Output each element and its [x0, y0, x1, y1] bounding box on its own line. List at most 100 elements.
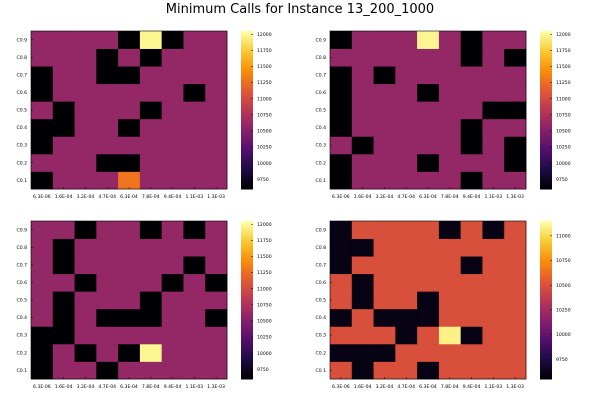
heatmap-cell: [139, 238, 163, 257]
colorbar-segment: [241, 100, 253, 103]
heatmap-cell: [373, 153, 396, 172]
heatmap-cell: [118, 31, 141, 49]
heatmap-cell: [438, 326, 462, 345]
colorbar-tick-label: 11000: [257, 96, 272, 102]
colorbar-segment: [241, 221, 253, 224]
heatmap-cell: [373, 273, 396, 292]
colorbar-segment: [241, 143, 253, 147]
x-tick-label: 1.3E-03: [506, 384, 524, 390]
colorbar-segment: [241, 242, 253, 246]
colorbar-segment: [540, 246, 552, 250]
colorbar-segment: [241, 282, 253, 285]
colorbar-segment: [241, 240, 253, 244]
colorbar-segment: [540, 123, 552, 127]
y-tick-label: C0.1: [315, 368, 326, 374]
colorbar-segment: [241, 175, 253, 178]
colorbar-segment: [540, 86, 552, 89]
y-tick-label: C0.5: [315, 298, 326, 304]
colorbar-segment: [241, 44, 253, 48]
heatmap-cell: [96, 31, 119, 49]
colorbar-segment: [241, 317, 253, 321]
colorbar-segment: [540, 222, 552, 226]
heatmap-cell: [139, 136, 163, 155]
x-tick-label: 6.3E-06: [332, 384, 350, 390]
heatmap-cell: [139, 221, 163, 239]
heatmap-cell: [504, 291, 527, 310]
heatmap-cell: [31, 101, 54, 120]
heatmap-cell: [417, 291, 440, 310]
heatmap-cell: [482, 308, 505, 327]
heatmap-cell: [31, 361, 54, 380]
heatmap-cell: [417, 171, 440, 190]
colorbar-segment: [540, 38, 552, 42]
colorbar-segment: [241, 335, 253, 339]
heatmap-cell: [183, 291, 206, 310]
heatmap-cell: [351, 238, 374, 257]
heatmap-cell: [438, 83, 462, 102]
heatmap-cell: [74, 291, 97, 310]
colorbar-segment: [540, 234, 552, 238]
colorbar-segment: [241, 82, 253, 85]
colorbar-segment: [241, 337, 253, 340]
colorbar-segment: [241, 98, 253, 101]
heatmap-cell: [504, 273, 527, 292]
heatmap-cell: [96, 101, 119, 120]
heatmap-cell: [74, 118, 97, 137]
colorbar-segment: [241, 305, 253, 309]
heatmap-cell: [74, 326, 97, 345]
heatmap-cell: [31, 48, 54, 67]
x-tick-label: 7.8E-04: [441, 194, 459, 200]
colorbar-segment: [540, 44, 552, 48]
heatmap-cell: [52, 118, 75, 137]
heatmap-cell: [395, 343, 418, 362]
colorbar-segment: [540, 307, 552, 311]
heatmap-cell: [183, 83, 206, 102]
colorbar-segment: [540, 80, 552, 83]
heatmap-cell: [52, 291, 75, 310]
heatmap-cell: [482, 171, 505, 190]
heatmap-cell: [482, 238, 505, 257]
colorbar-segment: [241, 313, 253, 317]
heatmap-cell: [52, 256, 75, 275]
heatmap-cell: [205, 238, 228, 257]
heatmap-cell: [52, 153, 75, 172]
colorbar-segment: [241, 36, 253, 40]
heatmap-cell: [74, 136, 97, 155]
colorbar-segment: [540, 290, 552, 293]
heatmap-cell: [52, 308, 75, 327]
colorbar-segment: [241, 236, 253, 240]
x-tick-label: 3.2E-04: [376, 384, 394, 390]
colorbar-segment: [540, 48, 552, 52]
heatmap-cell: [31, 31, 54, 49]
colorbar-segment: [540, 258, 552, 261]
colorbar-segment: [540, 113, 552, 117]
x-tick-label: 1.1E-03: [484, 194, 502, 200]
colorbar-segment: [241, 351, 253, 354]
colorbar-segment: [241, 339, 253, 342]
heatmap-cell: [438, 273, 462, 292]
heatmap-cell: [52, 83, 75, 102]
colorbar-tick-label: 10000: [257, 351, 272, 357]
heatmap-cell: [504, 118, 527, 137]
colorbar-tick-label: 11500: [257, 64, 272, 70]
heatmap-cell: [161, 361, 184, 380]
heatmap-cell: [161, 171, 184, 190]
colorbar-segment: [241, 228, 253, 232]
heatmap-cell: [161, 48, 184, 67]
heatmap-cell: [183, 101, 206, 120]
heatmap-cell: [330, 118, 353, 137]
colorbar-segment: [540, 76, 552, 79]
colorbar-segment: [241, 270, 253, 273]
x-tick-label: 1.6E-04: [354, 384, 372, 390]
heatmap-cell: [330, 171, 353, 190]
colorbar-segment: [241, 56, 253, 60]
colorbar-tick-label: 9750: [257, 367, 269, 373]
y-tick-label: C0.4: [315, 125, 326, 131]
heatmap-cell: [417, 118, 440, 137]
heatmap-cell: [351, 101, 374, 120]
x-tick-label: 1.6E-04: [55, 384, 73, 390]
colorbar-segment: [540, 248, 552, 252]
colorbar-tick-label: 10750: [257, 302, 272, 308]
x-tick-label: 1.3E-03: [506, 194, 524, 200]
